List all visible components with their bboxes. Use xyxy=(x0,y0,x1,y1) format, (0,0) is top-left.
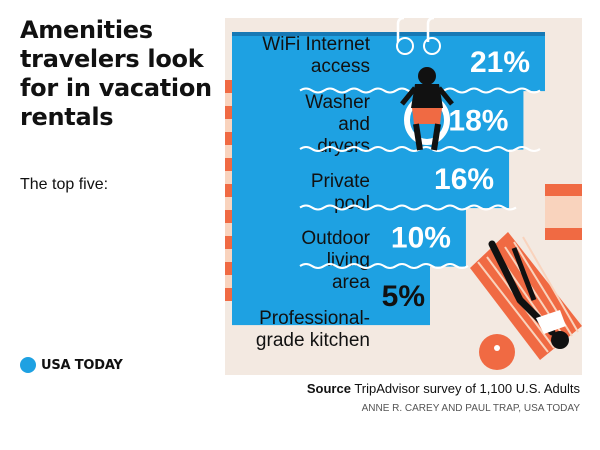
lounger-stripe xyxy=(522,236,579,333)
side-towel-stripe xyxy=(545,196,582,228)
value-label: 5% xyxy=(382,280,425,313)
swimmer-body xyxy=(411,84,443,108)
category-label-line: dryers xyxy=(317,136,370,157)
lounger-stripe xyxy=(477,261,549,353)
source-label: Source xyxy=(306,381,351,396)
credit-line: ANNE R. CAREY AND PAUL TRAP, USA TODAY xyxy=(361,403,580,414)
category-label-line: access xyxy=(311,56,370,77)
lounger-swimsuit xyxy=(536,310,566,334)
category-label: Washer and dryers xyxy=(305,92,370,157)
category-label: Professional-grade kitchen xyxy=(256,308,370,351)
category-label: WiFi Internet access xyxy=(262,34,370,77)
logo-text: USA TODAY xyxy=(41,357,123,373)
swimmer-legs xyxy=(413,123,441,151)
usa-today-logo: USA TODAY xyxy=(20,357,123,373)
ladder-ring xyxy=(423,37,441,55)
category-label-line: and xyxy=(338,114,370,135)
lounger-leg xyxy=(511,247,537,301)
category-label: Outdoor living area xyxy=(301,228,370,293)
category-label-line: Professional- xyxy=(259,308,370,329)
value-label: 21% xyxy=(470,46,530,79)
pool-bar xyxy=(232,149,510,209)
beach-ball xyxy=(479,334,515,370)
source-text: TripAdvisor survey of 1,100 U.S. Adults xyxy=(354,381,580,396)
water-ripple xyxy=(299,263,469,269)
lounger-head xyxy=(551,331,569,349)
category-label-line: Private xyxy=(311,171,370,192)
category-label-line: WiFi Internet xyxy=(262,34,370,55)
category-label-line: Washer xyxy=(305,92,370,113)
value-label: 18% xyxy=(448,105,508,138)
value-label: 16% xyxy=(434,163,494,196)
category-label-line: grade kitchen xyxy=(256,330,370,351)
pool-bar xyxy=(232,207,466,267)
pool-bar xyxy=(232,90,524,150)
pool-rim xyxy=(232,32,545,36)
pool-bar xyxy=(232,266,430,326)
swimmer-head xyxy=(418,67,436,85)
category-label-line: Outdoor xyxy=(301,228,370,249)
category-label-line: area xyxy=(332,272,370,293)
ladder-icon xyxy=(396,16,435,42)
logo-dot-icon xyxy=(20,357,36,373)
source-line: Source TripAdvisor survey of 1,100 U.S. … xyxy=(307,381,580,396)
pool-bar xyxy=(232,32,545,92)
swimmer-shorts xyxy=(412,108,442,124)
chart-subtitle: The top five: xyxy=(20,176,109,193)
category-label-line: pool xyxy=(334,193,370,214)
value-label: 10% xyxy=(391,222,451,255)
water-ripple xyxy=(299,204,517,211)
ladder-ring xyxy=(396,37,414,55)
beach-ball-highlight xyxy=(494,345,500,351)
swimmer-arms xyxy=(400,86,454,106)
chart-title: Amenities travelers look for in vacation… xyxy=(20,16,212,131)
